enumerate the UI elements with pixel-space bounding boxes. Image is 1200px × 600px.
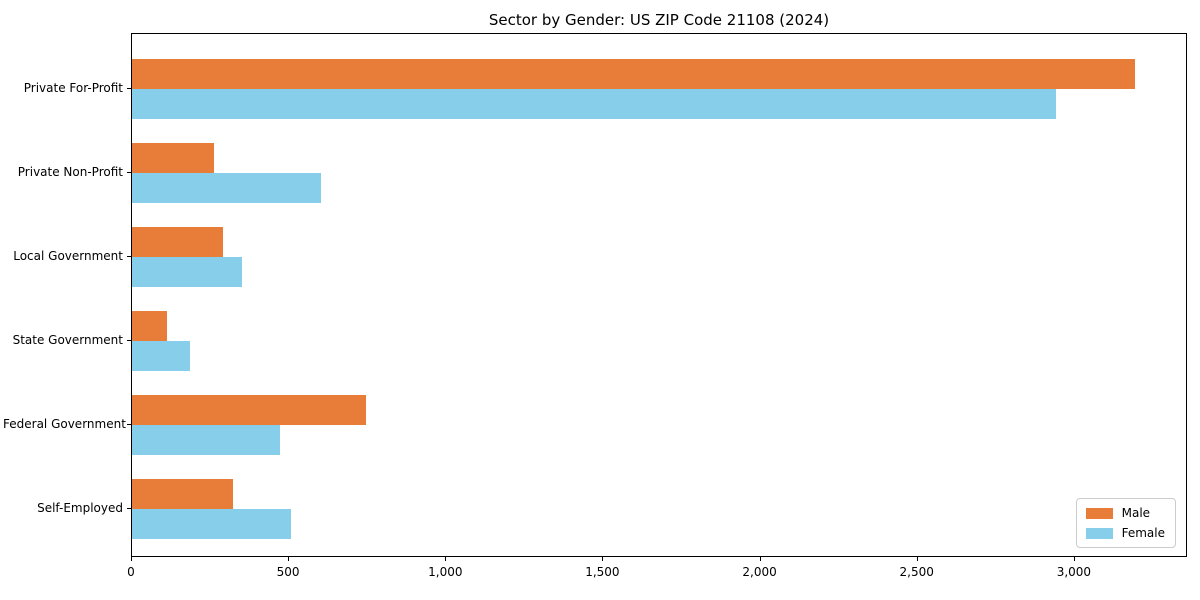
x-tick-label: 3,000 [1056,565,1092,579]
y-tick-mark [127,508,131,509]
y-tick-mark [127,256,131,257]
x-tick-label: 2,000 [742,565,777,579]
x-tick-mark [602,557,604,561]
bar-female-0 [132,89,1056,119]
x-tick-label: 1,500 [585,565,620,579]
bar-female-4 [132,425,280,455]
bar-male-2 [132,227,224,257]
y-tick-label: Local Government [13,249,123,263]
x-tick-label: 0 [127,565,135,579]
x-tick-mark [759,557,761,561]
bar-male-0 [132,59,1135,89]
y-tick-mark [127,424,131,425]
bar-female-3 [132,341,191,371]
bar-male-1 [132,143,214,173]
x-tick-label: 1,000 [428,565,463,579]
chart-title: Sector by Gender: US ZIP Code 21108 (202… [488,11,830,29]
legend-swatch-female [1085,527,1113,539]
legend-swatch-male [1085,507,1113,519]
legend-item-female: Female [1085,526,1165,540]
y-tick-label: Private For-Profit [23,81,123,95]
y-tick-label: State Government [12,333,123,347]
y-tick-label: Private Non-Profit [17,165,123,179]
y-tick-label: Federal Government [3,417,126,431]
legend-item-male: Male [1085,506,1165,520]
y-tick-mark [127,88,131,89]
bar-female-5 [132,509,291,539]
x-tick-mark [131,557,132,561]
x-tick-mark [1073,557,1075,561]
plot-area: Male Female [131,33,1187,557]
y-tick-mark [127,172,131,173]
legend: Male Female [1075,498,1176,548]
x-tick-mark [445,557,447,561]
bar-female-1 [132,173,321,203]
bar-male-5 [132,479,233,509]
legend-label: Male [1121,506,1151,520]
x-tick-mark [916,557,918,561]
bar-female-2 [132,257,242,287]
bar-male-4 [132,395,367,425]
x-tick-label: 2,500 [899,565,934,579]
legend-label: Female [1121,526,1165,540]
y-tick-label: Self-Employed [37,501,123,515]
x-tick-mark [288,557,290,561]
y-tick-mark [127,340,131,341]
x-tick-label: 500 [276,565,300,579]
bar-male-3 [132,311,167,341]
